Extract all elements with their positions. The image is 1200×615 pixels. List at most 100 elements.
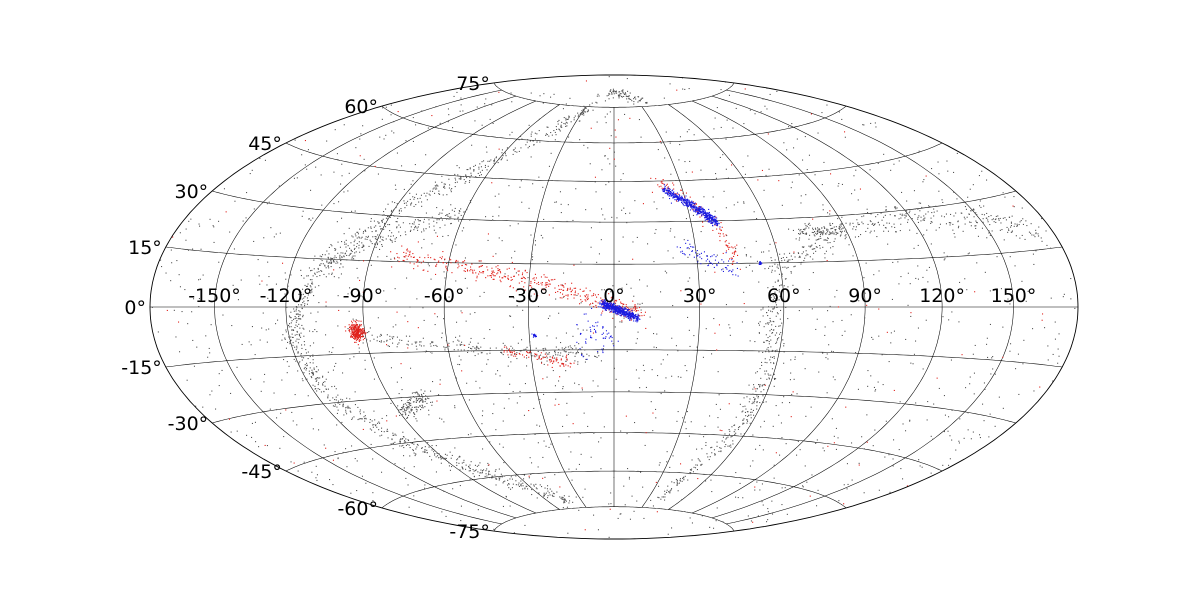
data-point xyxy=(923,234,925,236)
data-point xyxy=(577,363,579,365)
data-point xyxy=(358,351,360,353)
data-point xyxy=(302,210,304,212)
data-point xyxy=(700,231,702,233)
data-point xyxy=(351,320,353,322)
data-point xyxy=(559,129,561,131)
data-point xyxy=(485,473,487,475)
data-point xyxy=(763,341,765,343)
data-point xyxy=(412,450,414,452)
data-point xyxy=(729,334,731,336)
data-point xyxy=(480,352,482,354)
data-point xyxy=(320,270,322,272)
data-point xyxy=(586,297,588,299)
data-point xyxy=(406,401,408,403)
data-point xyxy=(457,260,459,262)
data-point xyxy=(836,289,838,291)
data-point xyxy=(581,389,583,391)
data-point xyxy=(826,239,828,241)
data-point xyxy=(775,405,777,407)
data-point xyxy=(818,371,820,373)
data-point xyxy=(804,223,806,225)
data-point xyxy=(909,420,911,422)
data-point xyxy=(610,302,612,304)
data-point xyxy=(713,449,715,451)
data-point xyxy=(595,191,597,193)
data-point xyxy=(773,362,775,364)
data-point xyxy=(617,311,619,313)
data-point xyxy=(419,256,421,258)
data-point xyxy=(358,330,360,332)
data-point xyxy=(833,233,835,235)
data-point xyxy=(481,352,483,354)
data-point xyxy=(357,337,359,339)
data-point xyxy=(635,98,637,100)
data-point xyxy=(775,342,777,344)
data-point xyxy=(355,341,357,343)
data-point xyxy=(890,169,892,171)
data-point xyxy=(440,455,442,457)
data-point xyxy=(383,211,385,213)
data-point xyxy=(449,469,451,471)
data-point xyxy=(532,140,534,142)
data-point xyxy=(157,331,159,333)
data-point xyxy=(701,515,703,517)
data-point xyxy=(812,218,814,220)
data-point xyxy=(875,126,877,128)
data-point xyxy=(918,202,920,204)
data-point xyxy=(408,444,410,446)
data-point xyxy=(441,456,443,458)
data-point xyxy=(492,219,494,221)
data-point xyxy=(755,240,757,242)
data-point xyxy=(837,232,839,234)
data-point xyxy=(310,286,312,288)
data-point xyxy=(347,293,349,295)
data-point xyxy=(409,198,411,200)
data-point xyxy=(221,369,223,371)
data-point xyxy=(624,93,626,95)
data-point xyxy=(569,97,571,99)
data-point xyxy=(787,266,789,268)
data-point xyxy=(373,357,375,359)
data-point xyxy=(705,328,707,330)
data-point xyxy=(362,330,364,332)
data-point xyxy=(456,91,458,93)
data-point xyxy=(382,214,384,216)
data-point xyxy=(418,201,420,203)
data-point xyxy=(742,419,744,421)
data-point xyxy=(917,221,919,223)
data-point xyxy=(634,317,636,319)
data-point xyxy=(878,335,880,337)
data-point xyxy=(360,337,362,339)
data-point xyxy=(282,262,284,264)
data-point xyxy=(759,489,761,491)
data-point xyxy=(326,261,328,263)
data-point xyxy=(555,358,557,360)
data-point xyxy=(417,241,419,243)
data-point xyxy=(576,352,578,354)
data-point xyxy=(394,288,396,290)
data-point xyxy=(780,332,782,334)
data-point xyxy=(358,241,360,243)
data-point xyxy=(947,170,949,172)
data-point xyxy=(296,330,298,332)
data-point xyxy=(638,96,640,98)
data-point xyxy=(724,446,726,448)
data-point xyxy=(943,252,945,254)
data-point xyxy=(400,363,402,365)
data-point xyxy=(640,309,642,311)
data-point xyxy=(421,393,423,395)
data-point xyxy=(733,255,735,257)
data-point xyxy=(405,255,407,257)
data-point xyxy=(431,243,433,245)
data-point xyxy=(459,335,461,337)
data-point xyxy=(456,344,458,346)
data-point xyxy=(414,219,416,221)
data-point xyxy=(513,532,515,534)
data-point xyxy=(478,168,480,170)
data-point xyxy=(511,257,513,259)
data-point xyxy=(946,255,948,257)
data-point xyxy=(749,264,751,266)
data-point xyxy=(942,316,944,318)
data-point xyxy=(450,223,452,225)
data-point xyxy=(1015,235,1017,237)
